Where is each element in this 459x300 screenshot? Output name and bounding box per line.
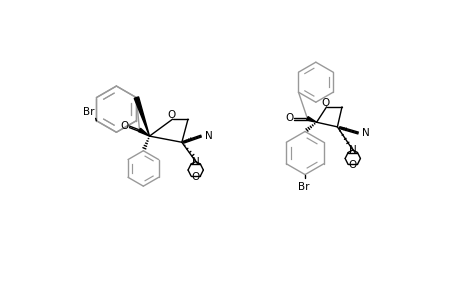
Text: Br: Br bbox=[297, 182, 308, 192]
Text: Br: Br bbox=[83, 107, 94, 117]
Text: N: N bbox=[205, 131, 212, 141]
Text: O: O bbox=[120, 121, 129, 131]
Polygon shape bbox=[134, 97, 149, 136]
Polygon shape bbox=[138, 128, 149, 136]
Text: N: N bbox=[361, 128, 369, 138]
Text: O: O bbox=[191, 172, 199, 182]
Polygon shape bbox=[306, 117, 316, 122]
Text: N: N bbox=[348, 145, 356, 155]
Text: O: O bbox=[321, 98, 329, 108]
Text: O: O bbox=[285, 113, 293, 123]
Text: N: N bbox=[191, 157, 199, 166]
Text: O: O bbox=[167, 110, 175, 120]
Text: O: O bbox=[348, 160, 356, 170]
